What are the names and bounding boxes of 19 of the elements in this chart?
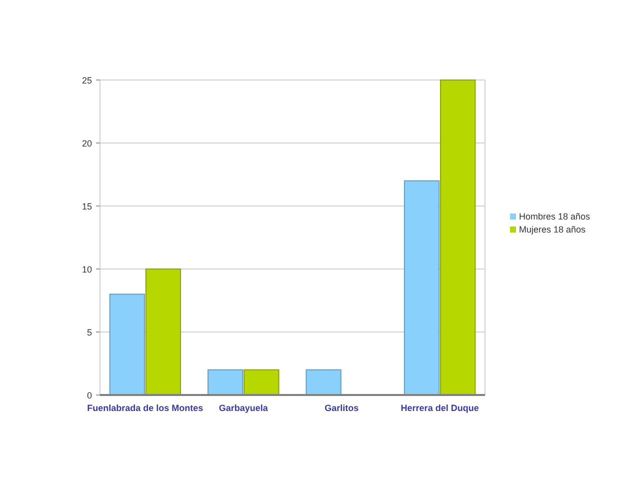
bar xyxy=(306,369,342,396)
y-tick-label: 15 xyxy=(82,202,92,212)
bar xyxy=(208,369,244,396)
x-tick-label: Garbayuela xyxy=(218,403,269,413)
x-tick-label: Herrera del Duque xyxy=(400,403,479,413)
x-tick-label: Fuenlabrada de los Montes xyxy=(87,403,204,413)
x-tick-label: Garlitos xyxy=(324,403,359,413)
legend-label: Mujeres 18 años xyxy=(519,224,586,234)
y-tick-label: 10 xyxy=(82,264,92,274)
y-tick-label: 20 xyxy=(82,138,92,148)
bar xyxy=(109,294,145,396)
bar xyxy=(244,369,280,396)
bar xyxy=(145,268,182,396)
bar xyxy=(404,180,440,396)
y-tick-label: 25 xyxy=(82,76,92,86)
y-tick-label: 0 xyxy=(86,390,92,400)
y-tick-label: 5 xyxy=(86,328,92,338)
legend-label: Hombres 18 años xyxy=(519,212,591,222)
bar xyxy=(440,80,476,396)
